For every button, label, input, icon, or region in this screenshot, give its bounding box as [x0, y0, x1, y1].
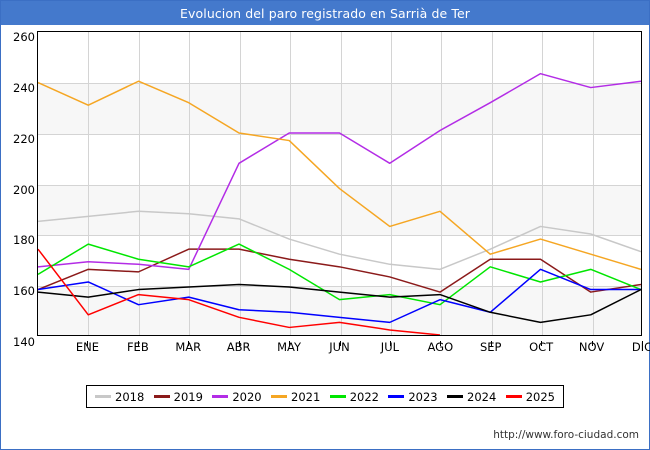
legend-item-2024[interactable]: 2024 — [447, 390, 496, 404]
x-axis-tick — [591, 341, 593, 346]
x-axis-tick-label: JUL — [380, 340, 400, 354]
x-axis-tick — [238, 341, 240, 346]
x-axis-labels: ENE FEB MAR ABR MAY JUN JUL AGO SEP OCT NOV DIC — [37, 340, 650, 360]
gridline-horizontal — [38, 286, 641, 288]
y-axis-tick-label: 180 — [13, 233, 35, 248]
series-line-2020 — [38, 72, 641, 271]
x-axis-tick-label: MAY — [277, 340, 302, 354]
y-axis-tick-label: 260 — [13, 30, 35, 44]
legend-color-swatch — [447, 395, 464, 398]
series-line-2018 — [38, 210, 641, 271]
series-line-2023 — [38, 268, 641, 324]
gridline-horizontal — [38, 235, 641, 237]
legend-color-swatch — [388, 395, 405, 398]
legend-item-2020[interactable]: 2020 — [212, 389, 262, 404]
x-axis-tick-label: AGO — [427, 340, 454, 354]
legend-item-2018[interactable]: 2018 — [95, 390, 144, 404]
y-axis-labels: 140 160 180 200 220 240 260 — [1, 30, 35, 349]
series-line-2025 — [38, 248, 441, 335]
gridline-horizontal — [38, 82, 641, 84]
x-axis-tick — [490, 341, 492, 346]
legend-color-swatch — [212, 395, 229, 398]
gridline-vertical — [88, 32, 90, 335]
legend-label: 2023 — [408, 389, 438, 404]
x-axis-tick — [137, 341, 139, 346]
gridline-vertical — [390, 32, 392, 335]
gridline-vertical — [239, 32, 241, 335]
x-axis-tick-label: MAR — [175, 340, 202, 354]
x-axis-tick — [541, 341, 543, 346]
x-axis-tick-label: OCT — [529, 340, 554, 354]
x-axis-tick-label: ABR — [226, 340, 251, 354]
gridline-vertical — [542, 32, 544, 335]
legend-item-2022[interactable]: 2022 — [329, 389, 379, 404]
x-axis-tick — [642, 341, 643, 346]
gridline-vertical — [491, 32, 493, 335]
legend-label: 2019 — [173, 389, 203, 404]
legend-label: 2021 — [291, 389, 321, 404]
x-axis-tick — [389, 341, 391, 346]
chart-legend: 2018 2019 2020 2021 2022 2023 2024 2025 — [86, 385, 564, 408]
x-axis-tick-label: FEB — [126, 340, 149, 354]
gridline-vertical — [592, 32, 594, 335]
x-axis-tick-label: JUN — [329, 340, 350, 354]
legend-item-2023[interactable]: 2023 — [388, 389, 438, 404]
chart-container: 140 160 180 200 220 240 260 ENE FEB MAR ABR MAY JUN… — [1, 25, 650, 375]
gridline-vertical — [290, 32, 292, 335]
y-axis-tick-label: 140 — [13, 335, 35, 349]
x-axis-tick — [188, 341, 190, 346]
x-axis-tick — [339, 341, 341, 346]
gridline-vertical — [340, 32, 342, 335]
source-url: http://www.foro-ciudad.com — [493, 429, 639, 441]
legend-label: 2022 — [349, 389, 379, 404]
y-axis-tick-label: 160 — [13, 284, 35, 299]
page-title: Evolucion del paro registrado en Sarrià … — [180, 5, 470, 21]
x-axis-tick — [87, 341, 89, 346]
series-line-2024 — [38, 283, 641, 324]
series-lines — [38, 72, 641, 335]
legend-label: 2020 — [232, 389, 262, 404]
gridline-horizontal — [38, 133, 641, 135]
legend-color-swatch — [153, 395, 170, 398]
legend-item-2019[interactable]: 2019 — [153, 389, 203, 404]
legend-color-swatch — [271, 395, 288, 398]
legend-item-2021[interactable]: 2021 — [271, 390, 320, 404]
gridline-vertical — [189, 32, 191, 335]
legend-color-swatch — [329, 395, 346, 398]
y-axis-tick-label: 220 — [13, 131, 35, 146]
y-axis-tick-label: 240 — [13, 80, 35, 95]
y-axis-tick-label: 200 — [13, 182, 35, 197]
x-axis-tick — [440, 341, 442, 346]
legend-color-swatch — [95, 395, 111, 398]
series-line-2022 — [38, 243, 641, 306]
legend-label: 2024 — [467, 389, 497, 404]
x-axis-tick-label: SEP — [479, 340, 502, 354]
x-axis-tick-label: DIC — [631, 340, 650, 354]
legend-label: 2025 — [525, 389, 555, 404]
x-axis-tick — [289, 341, 291, 346]
series-line-2019 — [38, 248, 641, 293]
gridline-vertical — [138, 32, 140, 335]
legend-item-2025[interactable]: 2025 — [505, 389, 555, 404]
x-axis-tick-label: ENE — [75, 340, 99, 354]
legend-color-swatch — [505, 395, 522, 398]
plot-area — [37, 31, 642, 336]
series-line-2021 — [38, 80, 641, 271]
legend-label: 2018 — [115, 389, 145, 404]
x-axis-tick-label: NOV — [578, 340, 605, 354]
gridline-horizontal — [38, 184, 641, 186]
gridline-vertical — [441, 32, 443, 335]
window-title-bar: Evolucion del paro registrado en Sarrià … — [1, 1, 649, 25]
